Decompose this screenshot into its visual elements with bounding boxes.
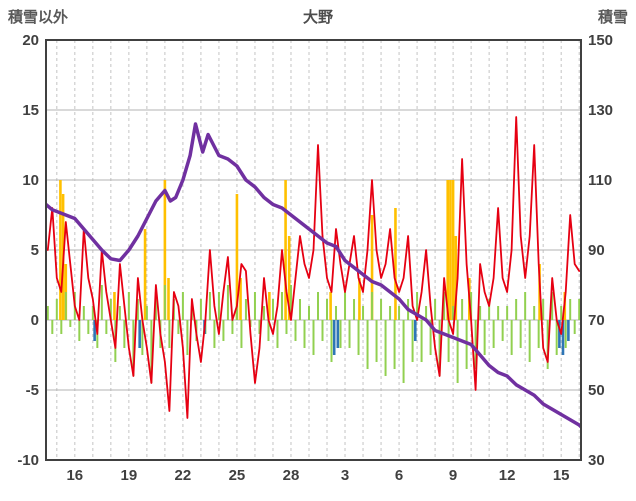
left-tick-label: 0 — [31, 312, 39, 329]
right-axis-title: 積雪 — [597, 9, 628, 26]
right-tick-label: 70 — [588, 312, 605, 329]
snow-depth-purple-line — [46, 122, 581, 429]
x-tick-label: 22 — [175, 467, 192, 484]
x-tick-label: 19 — [121, 467, 138, 484]
x-tick-label: 16 — [66, 467, 83, 484]
left-tick-label: 20 — [22, 32, 39, 49]
snow-depth-purple-line — [46, 122, 581, 429]
left-tick-label: -5 — [26, 382, 39, 399]
right-tick-label: 50 — [588, 382, 605, 399]
x-tick-label: 6 — [395, 467, 403, 484]
temperature-red-line — [46, 116, 581, 419]
right-tick-label: 150 — [588, 32, 613, 49]
x-tick-label: 3 — [341, 467, 349, 484]
series-group — [46, 116, 581, 429]
blue-bars — [93, 320, 570, 355]
chart-title: 大野 — [302, 9, 333, 26]
x-tick-label: 9 — [449, 467, 457, 484]
plot-border — [45, 39, 582, 461]
left-tick-label: -10 — [17, 452, 39, 469]
right-tick-label: 130 — [588, 102, 613, 119]
x-tick-label: 25 — [229, 467, 246, 484]
left-tick-label: 15 — [22, 102, 39, 119]
right-tick-label: 110 — [588, 172, 612, 189]
x-tick-label: 12 — [499, 467, 516, 484]
temperature-red-line — [46, 116, 581, 419]
left-axis-title: 積雪以外 — [8, 9, 69, 26]
right-tick-label: 90 — [588, 242, 605, 259]
right-tick-label: 30 — [588, 452, 605, 469]
left-tick-label: 10 — [22, 172, 39, 189]
x-tick-label: 15 — [553, 467, 570, 484]
left-tick-label: 5 — [31, 242, 39, 259]
x-tick-label: 28 — [283, 467, 300, 484]
